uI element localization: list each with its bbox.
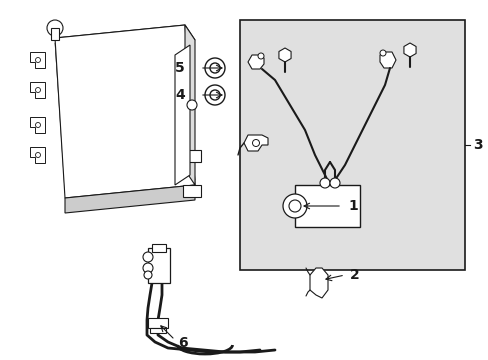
Circle shape xyxy=(142,252,153,262)
Circle shape xyxy=(258,53,264,59)
Polygon shape xyxy=(244,135,267,151)
Polygon shape xyxy=(30,147,45,163)
Bar xyxy=(183,150,201,162)
Bar xyxy=(152,244,165,252)
Circle shape xyxy=(319,178,329,188)
Bar xyxy=(240,20,464,270)
Circle shape xyxy=(36,153,41,158)
Circle shape xyxy=(209,90,220,100)
Circle shape xyxy=(204,85,224,105)
Polygon shape xyxy=(184,25,195,185)
Polygon shape xyxy=(55,25,195,53)
Bar xyxy=(148,318,168,328)
Polygon shape xyxy=(65,185,195,213)
Circle shape xyxy=(379,50,385,56)
Text: 6: 6 xyxy=(178,336,187,350)
Circle shape xyxy=(142,263,153,273)
Polygon shape xyxy=(30,82,45,98)
Text: 5: 5 xyxy=(175,61,184,75)
Circle shape xyxy=(288,200,301,212)
Text: 1: 1 xyxy=(347,199,357,213)
Bar xyxy=(148,248,170,283)
Circle shape xyxy=(36,122,41,127)
Text: 3: 3 xyxy=(472,138,482,152)
Polygon shape xyxy=(55,25,195,198)
Circle shape xyxy=(204,58,224,78)
Bar xyxy=(294,185,359,227)
Circle shape xyxy=(143,271,152,279)
Polygon shape xyxy=(30,52,45,68)
Polygon shape xyxy=(247,55,264,69)
Polygon shape xyxy=(175,45,190,185)
Circle shape xyxy=(47,20,63,36)
Circle shape xyxy=(329,178,339,188)
Text: 4: 4 xyxy=(175,88,184,102)
Bar xyxy=(51,28,59,40)
Circle shape xyxy=(252,140,259,147)
Circle shape xyxy=(36,87,41,93)
Polygon shape xyxy=(379,52,395,68)
Polygon shape xyxy=(309,268,327,298)
Polygon shape xyxy=(30,117,45,133)
Circle shape xyxy=(36,58,41,63)
Bar xyxy=(150,328,165,333)
Circle shape xyxy=(283,194,306,218)
Polygon shape xyxy=(278,48,290,62)
Circle shape xyxy=(186,100,197,110)
Polygon shape xyxy=(403,43,415,57)
Text: 2: 2 xyxy=(349,268,359,282)
Bar xyxy=(183,185,201,197)
Circle shape xyxy=(209,63,220,73)
